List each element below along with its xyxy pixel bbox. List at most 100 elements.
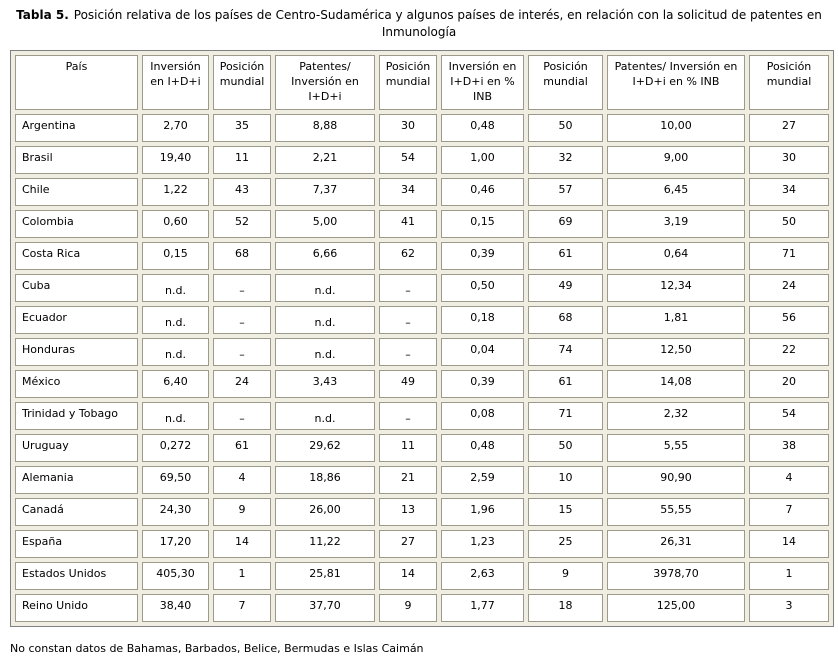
value-cell: 0,15 [142, 242, 209, 270]
table-row: México 6,40 24 3,43 49 0,39 61 14,08 20 [15, 370, 829, 398]
value-cell: n.d. [275, 306, 375, 334]
value-cell: 38 [749, 434, 829, 462]
value-cell: 74 [528, 338, 603, 366]
value-cell: 15 [528, 498, 603, 526]
value-cell: 30 [379, 114, 437, 142]
value-cell: 9 [213, 498, 271, 526]
country-cell: Brasil [15, 146, 138, 174]
value-cell: 0,39 [441, 242, 524, 270]
table-caption-text: Posición relativa de los países de Centr… [73, 8, 822, 39]
footnote: No constan datos de Bahamas, Barbados, B… [10, 642, 424, 655]
value-cell: 50 [749, 210, 829, 238]
value-cell: 56 [749, 306, 829, 334]
value-cell: 0,64 [607, 242, 745, 270]
country-cell: Canadá [15, 498, 138, 526]
country-cell: Alemania [15, 466, 138, 494]
value-cell: – [379, 402, 437, 430]
value-cell: n.d. [275, 338, 375, 366]
value-cell: 29,62 [275, 434, 375, 462]
value-cell: 0,39 [441, 370, 524, 398]
value-cell: 12,34 [607, 274, 745, 302]
table-row: Estados Unidos 405,30 1 25,81 14 2,63 9 3978,70… [15, 562, 829, 590]
table-caption: Tabla 5. Posición relativa de los países … [0, 0, 838, 41]
value-cell: 5,00 [275, 210, 375, 238]
value-cell: 5,55 [607, 434, 745, 462]
table-row: Argentina 2,70 35 8,88 30 0,48 50 10,00 27 [15, 114, 829, 142]
value-cell: – [213, 274, 271, 302]
value-cell: 34 [379, 178, 437, 206]
column-header: Posición mundial [379, 55, 437, 110]
column-header: Patentes/ Inversión en I+D+i en % INB [607, 55, 745, 110]
value-cell: 69,50 [142, 466, 209, 494]
table-header-row: País Inversión en I+D+i Posición mundial Pa… [15, 55, 829, 110]
value-cell: n.d. [142, 402, 209, 430]
value-cell: 3 [749, 594, 829, 622]
column-header: Inversión en I+D+i en % INB [441, 55, 524, 110]
value-cell: 2,21 [275, 146, 375, 174]
value-cell: 14 [749, 530, 829, 558]
value-cell: 71 [528, 402, 603, 430]
value-cell: 9,00 [607, 146, 745, 174]
country-cell: Cuba [15, 274, 138, 302]
country-cell: Argentina [15, 114, 138, 142]
value-cell: 6,45 [607, 178, 745, 206]
table-row: Chile 1,22 43 7,37 34 0,46 57 6,45 34 [15, 178, 829, 206]
value-cell: 1,23 [441, 530, 524, 558]
value-cell: 14 [213, 530, 271, 558]
value-cell: 90,90 [607, 466, 745, 494]
value-cell: n.d. [142, 274, 209, 302]
table-row: Uruguay 0,272 61 29,62 11 0,48 50 5,55 38 [15, 434, 829, 462]
value-cell: 13 [379, 498, 437, 526]
value-cell: 69 [528, 210, 603, 238]
value-cell: 34 [749, 178, 829, 206]
value-cell: 61 [528, 370, 603, 398]
value-cell: 9 [379, 594, 437, 622]
table-row: Ecuador n.d. – n.d. –0,18 68 1,81 56 [15, 306, 829, 334]
value-cell: 6,66 [275, 242, 375, 270]
value-cell: 32 [528, 146, 603, 174]
value-cell: 1,00 [441, 146, 524, 174]
column-header: Posición mundial [213, 55, 271, 110]
value-cell: 3978,70 [607, 562, 745, 590]
value-cell: 12,50 [607, 338, 745, 366]
value-cell: 52 [213, 210, 271, 238]
country-cell: Trinidad y Tobago [15, 402, 138, 430]
column-header: Inversión en I+D+i [142, 55, 209, 110]
value-cell: 18 [528, 594, 603, 622]
value-cell: n.d. [275, 402, 375, 430]
value-cell: 41 [379, 210, 437, 238]
value-cell: 50 [528, 434, 603, 462]
value-cell: 10 [528, 466, 603, 494]
value-cell: – [213, 402, 271, 430]
table-row: Alemania 69,50 4 18,86 21 2,59 10 90,90 4 [15, 466, 829, 494]
table-row: España 17,20 14 11,22 27 1,23 25 26,31 14 [15, 530, 829, 558]
value-cell: 0,48 [441, 114, 524, 142]
value-cell: – [213, 338, 271, 366]
value-cell: 0,18 [441, 306, 524, 334]
value-cell: 19,40 [142, 146, 209, 174]
value-cell: 0,48 [441, 434, 524, 462]
value-cell: 3,19 [607, 210, 745, 238]
value-cell: 22 [749, 338, 829, 366]
value-cell: 2,32 [607, 402, 745, 430]
value-cell: 49 [379, 370, 437, 398]
value-cell: 20 [749, 370, 829, 398]
value-cell: 37,70 [275, 594, 375, 622]
value-cell: 2,70 [142, 114, 209, 142]
value-cell: 0,46 [441, 178, 524, 206]
value-cell: 57 [528, 178, 603, 206]
value-cell: 26,31 [607, 530, 745, 558]
value-cell: 71 [749, 242, 829, 270]
value-cell: 6,40 [142, 370, 209, 398]
table-row: Brasil 19,40 11 2,21 54 1,00 32 9,00 30 [15, 146, 829, 174]
value-cell: 68 [213, 242, 271, 270]
country-cell: México [15, 370, 138, 398]
table-row: Costa Rica 0,15 68 6,66 62 0,39 61 0,64 71 [15, 242, 829, 270]
value-cell: 26,00 [275, 498, 375, 526]
value-cell: 35 [213, 114, 271, 142]
value-cell: n.d. [142, 306, 209, 334]
value-cell: 54 [749, 402, 829, 430]
value-cell: 14,08 [607, 370, 745, 398]
value-cell: 30 [749, 146, 829, 174]
column-header: Posición mundial [749, 55, 829, 110]
